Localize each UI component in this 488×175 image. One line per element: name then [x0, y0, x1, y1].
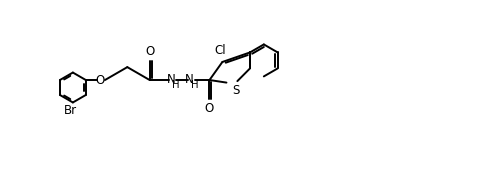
Text: S: S	[232, 84, 240, 97]
Text: O: O	[205, 102, 214, 115]
Text: Cl: Cl	[214, 44, 226, 57]
Text: N: N	[185, 72, 194, 86]
Text: O: O	[145, 46, 154, 58]
Text: H: H	[190, 80, 198, 90]
Text: H: H	[172, 80, 180, 90]
Text: Br: Br	[64, 104, 77, 117]
Text: O: O	[95, 74, 104, 86]
Text: N: N	[166, 72, 175, 86]
